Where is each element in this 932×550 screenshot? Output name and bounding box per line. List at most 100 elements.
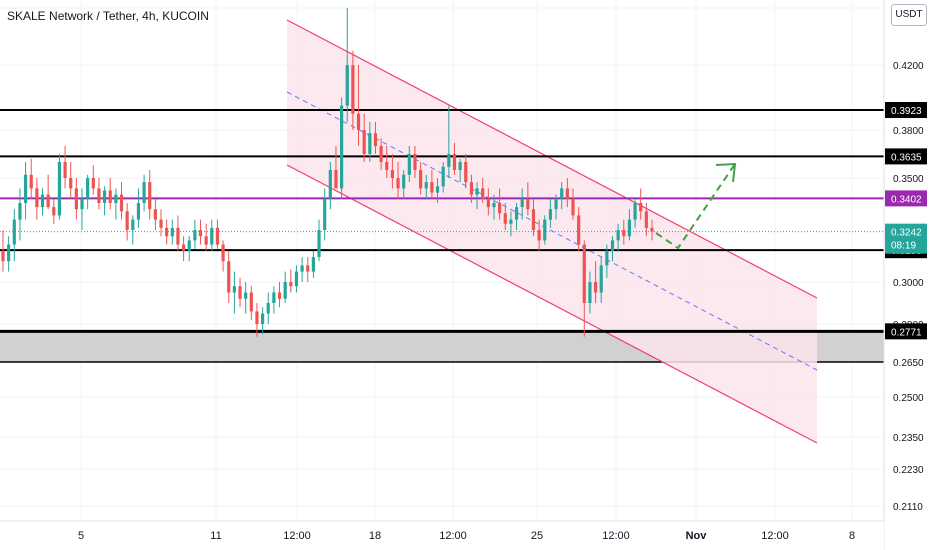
candle-body: [424, 182, 428, 189]
candle-body: [351, 65, 355, 114]
price-tick-label: 0.2230: [893, 465, 924, 476]
candle-body: [498, 202, 502, 214]
channel-lower-line: [286, 164, 818, 444]
current-price-label: 0.3242: [891, 228, 922, 239]
price-axis-bg: [884, 0, 932, 550]
candle-body: [272, 292, 276, 303]
candle-body: [537, 230, 541, 241]
time-axis-bg: [0, 521, 884, 550]
candle-body: [63, 162, 67, 178]
time-tick-label: 12:00: [602, 530, 630, 542]
candle-body: [373, 133, 378, 146]
horizontal-levels: [0, 109, 884, 333]
candle-body: [328, 170, 332, 199]
currency-badge[interactable]: USDT: [891, 4, 927, 26]
candle-body: [441, 166, 445, 187]
projection-path: [655, 163, 736, 250]
level-price-tag: [885, 190, 927, 207]
candle-body: [340, 105, 344, 189]
candle-body: [356, 113, 361, 130]
time-tick-label: Nov: [686, 530, 708, 542]
candle-body: [119, 194, 124, 212]
candle-body: [650, 227, 654, 232]
candle-body: [407, 154, 411, 175]
candle-body: [108, 190, 112, 203]
candle-body: [531, 209, 536, 230]
candle-body: [266, 303, 270, 314]
candle-body: [571, 198, 575, 216]
candle-body: [29, 174, 33, 189]
candle-body: [283, 282, 287, 299]
candle-body: [261, 313, 265, 324]
candle-body: [80, 198, 84, 210]
candle-body: [97, 188, 101, 203]
candle-body: [181, 244, 186, 251]
candle-body: [300, 265, 304, 272]
candle-body: [193, 230, 197, 241]
candle-body: [35, 188, 39, 208]
candle-body: [136, 202, 141, 220]
candle-body: [464, 162, 468, 183]
candlesticks: [1, 8, 654, 337]
candle-body: [379, 146, 383, 162]
candle-body: [593, 282, 598, 293]
candle-body: [385, 162, 389, 170]
candle-body: [277, 292, 282, 299]
candle-body: [509, 219, 513, 224]
candle-body: [125, 211, 129, 230]
candle-body: [605, 250, 609, 266]
price-tick-label: 0.3800: [893, 126, 924, 137]
candle-body: [46, 194, 50, 208]
candle-body: [402, 174, 406, 189]
current-price-tag: [885, 223, 927, 254]
candle-body: [317, 230, 321, 258]
candle-body: [554, 198, 558, 210]
candle-body: [419, 170, 423, 189]
candle-body: [187, 240, 191, 251]
candle-body: [458, 162, 462, 170]
candle-body: [622, 230, 626, 237]
candle-body: [102, 190, 107, 203]
candle-body: [91, 178, 95, 189]
candle-body: [334, 170, 338, 189]
candle-body: [176, 227, 180, 245]
price-axis: 0.46000.42000.38000.35000.30000.28000.26…: [883, 0, 932, 550]
candle-body: [639, 202, 643, 212]
candle-body: [57, 162, 62, 216]
candle-body: [74, 188, 78, 210]
level-price-tag: [885, 102, 927, 119]
time-tick-label: 8: [849, 530, 855, 542]
candle-body: [396, 178, 400, 189]
candle-body: [1, 250, 5, 262]
candle-body: [227, 261, 231, 293]
candle-body: [469, 182, 474, 195]
level-price-tag: [885, 323, 927, 340]
time-tick-label: 11: [210, 530, 221, 542]
price-tick-label: 0.2500: [893, 393, 924, 404]
projection-arrowhead: [715, 162, 737, 183]
candle-body: [18, 202, 22, 220]
candle-body: [165, 227, 169, 237]
candle-body: [221, 244, 225, 262]
candle-body: [69, 178, 73, 189]
candle-body: [492, 202, 496, 208]
price-tick-label: 0.3000: [893, 278, 924, 289]
candle-body: [481, 188, 485, 199]
candle-body: [582, 244, 586, 303]
time-tick-label: 25: [531, 530, 543, 542]
countdown-label: 08:19: [891, 241, 916, 252]
candle-body: [232, 286, 236, 293]
candle-body: [599, 265, 603, 293]
candle-body: [503, 213, 507, 224]
candle-body: [159, 219, 163, 228]
candle-body: [7, 244, 11, 262]
candle-body: [289, 282, 293, 287]
candle-body: [238, 286, 242, 299]
candle-body: [40, 194, 45, 208]
candle-body: [52, 207, 56, 216]
candle-body: [413, 154, 417, 170]
level-price-label: 0.3635: [891, 152, 922, 163]
chart-grid: [0, 0, 884, 521]
candle-body: [520, 198, 524, 208]
